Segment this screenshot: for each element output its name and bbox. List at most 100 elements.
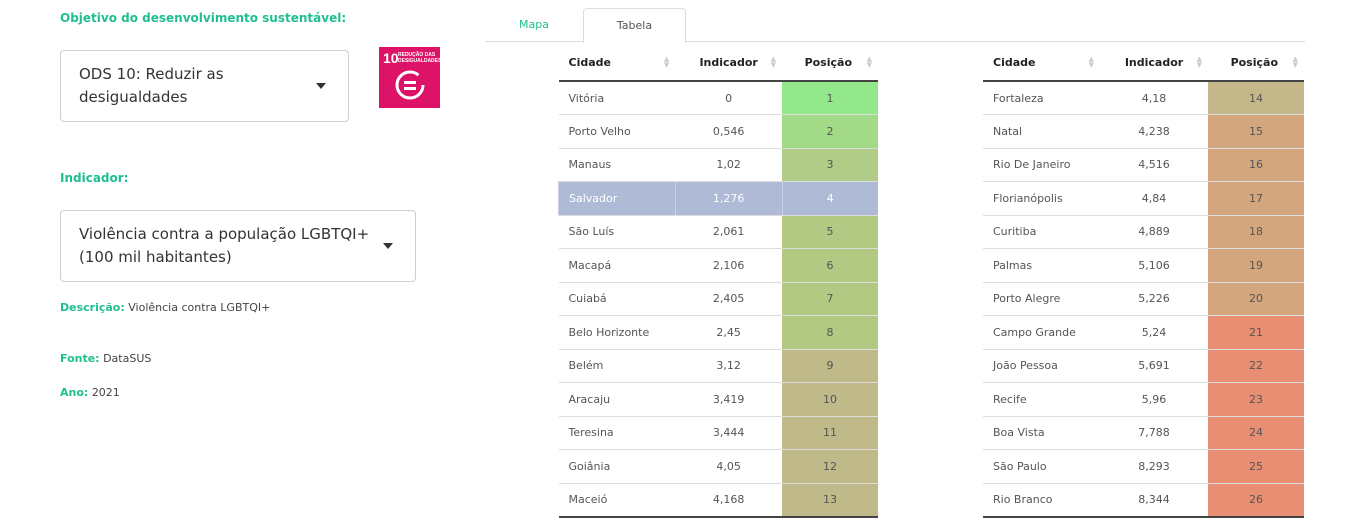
cell-position: 1: [782, 81, 878, 115]
table-row: Rio De Janeiro 4,516 16: [983, 148, 1304, 182]
chevron-down-icon: [383, 243, 393, 249]
cell-city: Porto Alegre: [983, 282, 1100, 316]
cell-city: Fortaleza: [983, 81, 1100, 115]
sort-icon: ▲ ▼: [663, 55, 670, 69]
header-position[interactable]: Posição ▲ ▼: [1208, 44, 1304, 82]
header-city[interactable]: Cidade ▲ ▼: [983, 44, 1100, 82]
table-row: Belém 3,12 9: [558, 349, 878, 383]
ods-10-logo: 10 REDUÇÃO DAS DESIGUALDADES: [379, 47, 441, 108]
cell-position: 8: [782, 315, 878, 350]
cell-position: 3: [782, 148, 878, 182]
cell-indicator: 2,061: [675, 215, 783, 249]
cell-indicator: 4,84: [1100, 181, 1208, 216]
sort-icon: ▲ ▼: [770, 55, 777, 69]
tab-mapa[interactable]: Mapa: [519, 18, 549, 31]
cell-city: São Luís: [558, 215, 676, 249]
cell-indicator: 2,45: [675, 315, 783, 350]
cell-city: Salvador: [558, 181, 676, 216]
cell-city: Campo Grande: [983, 315, 1100, 350]
cell-position: 21: [1208, 315, 1304, 350]
equality-icon: [395, 70, 425, 100]
table-row: Campo Grande 5,24 21: [983, 315, 1304, 350]
ranking-table-right: Cidade ▲ ▼ Indicador ▲ ▼ Posição ▲ ▼ Fortal…: [983, 44, 1304, 518]
description-value: Violência contra LGBTQI+: [128, 301, 271, 314]
table-row: Florianópolis 4,84 17: [983, 181, 1304, 216]
objective-select[interactable]: ODS 10: Reduzir as desigualdades: [60, 50, 349, 122]
table-row: Manaus 1,02 3: [558, 148, 878, 182]
cell-indicator: 3,444: [675, 416, 783, 450]
cell-position: 19: [1208, 248, 1304, 283]
cell-position: 12: [782, 449, 878, 484]
header-city[interactable]: Cidade ▲ ▼: [558, 44, 676, 82]
cell-indicator: 0: [675, 81, 783, 115]
cell-position: 23: [1208, 382, 1304, 417]
year-value: 2021: [91, 386, 120, 399]
cell-indicator: 2,405: [675, 282, 783, 316]
cell-position: 22: [1208, 349, 1304, 383]
cell-city: Goiânia: [558, 449, 676, 484]
cell-position: 6: [782, 248, 878, 283]
cell-indicator: 2,106: [675, 248, 783, 283]
cell-position: 13: [782, 483, 878, 518]
cell-city: Teresina: [558, 416, 676, 450]
cell-city: Rio De Janeiro: [983, 148, 1100, 182]
chevron-down-icon: [316, 83, 326, 89]
cell-indicator: 5,106: [1100, 248, 1208, 283]
view-tabs: Mapa Tabela: [485, 8, 1305, 43]
table-row: Rio Branco 8,344 26: [983, 483, 1304, 518]
cell-indicator: 7,788: [1100, 416, 1208, 450]
cell-position: 7: [782, 282, 878, 316]
table-row: São Paulo 8,293 25: [983, 449, 1304, 484]
indicator-label: Indicador:: [60, 171, 129, 185]
cell-position: 26: [1208, 483, 1304, 518]
cell-indicator: 5,691: [1100, 349, 1208, 383]
sort-icon: ▲ ▼: [866, 55, 872, 69]
table-row: Curitiba 4,889 18: [983, 215, 1304, 249]
description: Descrição: Violência contra LGBTQI+: [60, 301, 270, 314]
cell-indicator: 4,238: [1100, 114, 1208, 149]
cell-city: Rio Branco: [983, 483, 1100, 518]
objective-label: Objetivo do desenvolvimento sustentável:: [60, 11, 347, 25]
indicator-select[interactable]: Violência contra a população LGBTQI+ (10…: [60, 210, 416, 282]
table-row: Boa Vista 7,788 24: [983, 416, 1304, 450]
cell-city: Vitória: [558, 81, 676, 115]
cell-position: 18: [1208, 215, 1304, 249]
source-key: Fonte:: [60, 352, 100, 365]
table-row: Aracaju 3,419 10: [558, 382, 878, 417]
cell-city: Natal: [983, 114, 1100, 149]
cell-city: Maceió: [558, 483, 676, 518]
cell-position: 25: [1208, 449, 1304, 484]
cell-indicator: 5,96: [1100, 382, 1208, 417]
objective-select-value: ODS 10: Reduzir as desigualdades: [79, 65, 224, 106]
cell-city: Palmas: [983, 248, 1100, 283]
cell-indicator: 3,12: [675, 349, 783, 383]
source-value: DataSUS: [103, 352, 152, 365]
cell-city: Belo Horizonte: [558, 315, 676, 350]
cell-indicator: 4,05: [675, 449, 783, 484]
cell-indicator: 4,168: [675, 483, 783, 518]
table-row: Salvador 1,276 4: [558, 181, 878, 216]
sort-icon: ▲ ▼: [1088, 55, 1094, 69]
year-key: Ano:: [60, 386, 89, 399]
cell-position: 14: [1208, 81, 1304, 115]
cell-city: Curitiba: [983, 215, 1100, 249]
table-row: Porto Alegre 5,226 20: [983, 282, 1304, 316]
cell-city: Belém: [558, 349, 676, 383]
table-row: Porto Velho 0,546 2: [558, 114, 878, 149]
tab-tabela[interactable]: Tabela: [583, 8, 686, 43]
cell-position: 16: [1208, 148, 1304, 182]
cell-indicator: 8,293: [1100, 449, 1208, 484]
table-row: Teresina 3,444 11: [558, 416, 878, 450]
header-indicator[interactable]: Indicador ▲ ▼: [1100, 44, 1208, 82]
table-row: Macapá 2,106 6: [558, 248, 878, 283]
table-row: Fortaleza 4,18 14: [983, 81, 1304, 115]
cell-position: 2: [782, 114, 878, 149]
cell-indicator: 8,344: [1100, 483, 1208, 518]
cell-position: 15: [1208, 114, 1304, 149]
cell-city: Manaus: [558, 148, 676, 182]
cell-city: Porto Velho: [558, 114, 676, 149]
header-indicator[interactable]: Indicador ▲ ▼: [675, 44, 783, 82]
sort-icon: ▲ ▼: [1196, 55, 1202, 69]
header-position[interactable]: Posição ▲ ▼: [782, 44, 878, 82]
table-row: Natal 4,238 15: [983, 114, 1304, 149]
